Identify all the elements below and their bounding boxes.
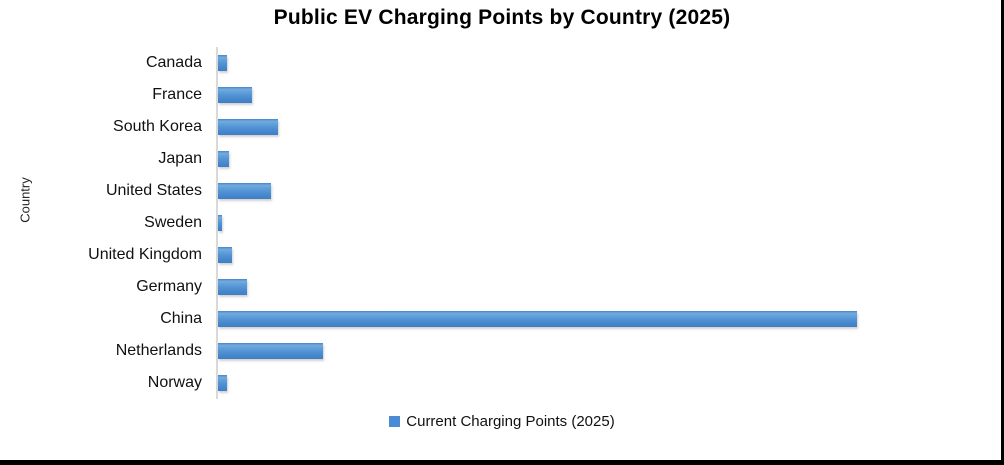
bar-area [216,79,1000,111]
legend-label: Current Charging Points (2025) [406,413,615,430]
chart-row: Japan [0,143,1000,175]
chart-title: Public EV Charging Points by Country (20… [273,6,731,29]
bar-area [216,335,1000,367]
bar-area [216,207,1000,239]
category-label: Canada [145,54,202,71]
chart-row: United Kingdom [0,239,1000,271]
bar [218,55,227,71]
chart-row: Germany [0,271,1000,303]
bar-area [216,303,1000,335]
bar [218,247,233,263]
bar [218,375,227,391]
chart-row: South Korea [0,111,1000,143]
bar-area [216,111,1000,143]
bar [218,119,279,135]
bar-area [216,143,1000,175]
category-label: South Korea [113,118,202,135]
bar [218,311,857,327]
category-label: United Kingdom [88,246,202,263]
bar-area [216,367,1000,399]
category-label: Norway [147,374,202,391]
chart-row: Netherlands [0,335,1000,367]
bar-area [216,175,1000,207]
category-label: Sweden [144,214,202,231]
category-label: Netherlands [115,342,202,359]
chart-row: Norway [0,367,1000,399]
bar [218,87,252,103]
bar [218,183,272,199]
bar [218,279,247,295]
category-label: France [152,86,202,103]
bar [218,151,229,167]
bar [218,343,323,359]
bar-area [216,239,1000,271]
category-label: Japan [158,150,202,167]
bar-area [216,271,1000,303]
legend-marker [389,416,401,427]
category-label: Germany [136,278,202,295]
chart-row: Sweden [0,207,1000,239]
plot-area: Canada France South Korea Japan United State… [0,47,1000,399]
chart-row: United States [0,175,1000,207]
window-right-border [1001,0,1004,465]
bar [218,215,222,231]
chart-row: Canada [0,47,1000,79]
chart-row: China [0,303,1000,335]
window-bottom-border [0,460,1004,465]
category-label: China [160,310,202,327]
legend: Current Charging Points (2025) [0,413,1004,430]
bar-area [216,47,1000,79]
chart-row: France [0,79,1000,111]
category-label: United States [105,182,202,199]
